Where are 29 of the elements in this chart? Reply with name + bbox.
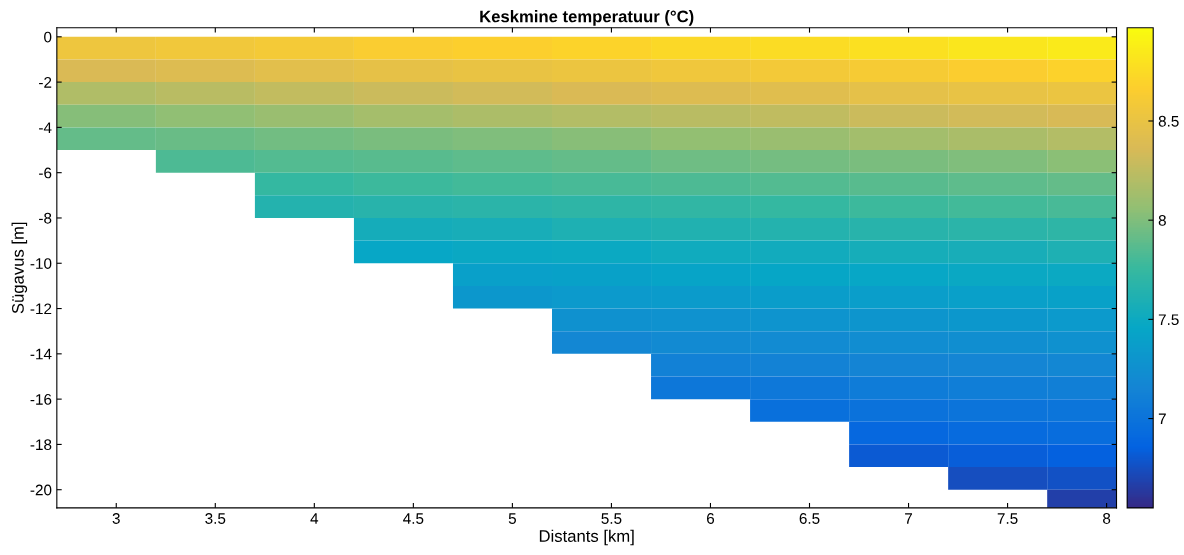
color-bar-label: 7.5 xyxy=(1158,314,1179,326)
y-tick-label: -6 xyxy=(39,167,52,179)
x-tick-label: 3 xyxy=(112,513,120,524)
y-tick-label: -4 xyxy=(39,122,52,133)
x-axis-title: Distants [km] xyxy=(539,529,634,546)
x-tick-label: 4 xyxy=(310,513,319,524)
color-bar-label: 8 xyxy=(1158,215,1166,226)
x-tick-label: 7.5 xyxy=(997,513,1018,524)
y-tick-label: -20 xyxy=(30,484,52,496)
x-tick-label: 7 xyxy=(905,513,913,524)
color-bar-label: 8.5 xyxy=(1158,115,1179,127)
x-tick-label: 6.5 xyxy=(799,513,820,524)
x-tick-label: 8 xyxy=(1103,513,1111,524)
chart-title: Keskmine temperatuur (°C) xyxy=(480,10,694,26)
y-tick-label: -14 xyxy=(30,348,52,360)
y-tick-label: -8 xyxy=(39,212,52,224)
y-tick-label: -12 xyxy=(30,303,52,315)
y-tick-label: -2 xyxy=(39,76,52,88)
x-tick-label: 5.5 xyxy=(601,513,622,524)
y-tick-label: -10 xyxy=(30,258,52,269)
x-tick-label: 5 xyxy=(508,513,516,524)
x-tick-label: 3.5 xyxy=(205,513,226,524)
y-tick-label: -16 xyxy=(30,394,52,405)
x-tick-label: 4.5 xyxy=(403,513,424,524)
y-axis-title: Sügavus [m] xyxy=(11,222,28,314)
y-tick-label: 0 xyxy=(44,31,52,43)
x-tick-label: 6 xyxy=(706,513,715,524)
y-tick-label: -18 xyxy=(30,439,52,451)
color-bar-label: 7 xyxy=(1158,413,1166,425)
